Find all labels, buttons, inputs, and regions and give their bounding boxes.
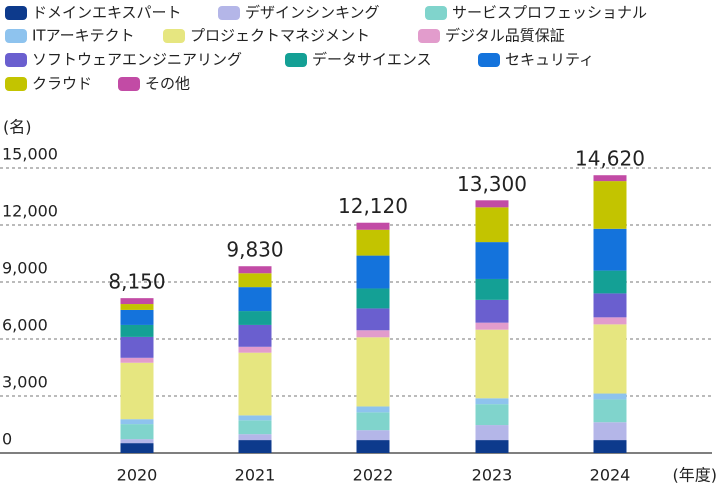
legend-swatch	[118, 77, 140, 91]
x-tick-label: 2024	[590, 466, 631, 485]
legend-label: プロジェクトマネジメント	[190, 27, 370, 45]
bar-segment	[120, 357, 154, 363]
legend-swatch	[425, 6, 447, 20]
bar-segment	[475, 207, 509, 243]
legend-swatch	[5, 77, 27, 91]
y-tick-label: 6,000	[2, 316, 48, 335]
legend-label: デザインシンキング	[245, 4, 380, 22]
bar-segment	[475, 440, 509, 453]
bar-segment	[593, 393, 627, 400]
bar-segment	[593, 324, 627, 394]
bar-segment	[120, 336, 154, 358]
legend-swatch	[285, 53, 307, 67]
legend-label: ソフトウェアエンジニアリング	[32, 51, 242, 69]
bar-segment	[593, 317, 627, 325]
legend-swatch	[418, 29, 440, 43]
bar-segment	[593, 422, 627, 441]
bar-segment	[238, 273, 272, 288]
bar-segment	[356, 255, 390, 289]
total-label: 13,300	[457, 172, 527, 196]
total-label: 12,120	[338, 194, 408, 218]
y-tick-label: 12,000	[2, 202, 58, 221]
bar-segment	[238, 420, 272, 435]
bar-segment	[593, 440, 627, 453]
bar-segment	[356, 440, 390, 453]
bar-segment	[593, 175, 627, 182]
legend-swatch	[5, 53, 27, 67]
bar-segment	[120, 419, 154, 425]
bar-segment	[356, 288, 390, 309]
bar-segment	[120, 362, 154, 420]
bar-segment	[475, 299, 509, 323]
x-tick-label: 2023	[472, 466, 513, 485]
bar-segment	[475, 278, 509, 300]
legend-swatch	[478, 53, 500, 67]
y-tick-label: 9,000	[2, 259, 48, 278]
bar-segment	[356, 337, 390, 407]
x-axis-label: (年度)	[673, 466, 718, 485]
bar-segment	[238, 311, 272, 325]
bar-segment	[238, 434, 272, 441]
legend-swatch	[163, 29, 185, 43]
bar-segment	[356, 406, 390, 413]
bar-segment	[475, 200, 509, 208]
legend-label: セキュリティ	[505, 51, 594, 69]
bar-segment	[356, 229, 390, 256]
bar-segment	[120, 304, 154, 310]
bar-segment	[238, 346, 272, 353]
legend-label: データサイエンス	[312, 51, 432, 69]
bar-segment	[120, 309, 154, 325]
bar-segment	[475, 322, 509, 330]
bar-segment	[120, 439, 154, 444]
legend-swatch	[5, 29, 27, 43]
legend-label: デジタル品質保証	[445, 27, 565, 45]
bar-segment	[356, 430, 390, 441]
bar-segment	[238, 352, 272, 416]
bar-segment	[593, 228, 627, 271]
bar-segment	[593, 270, 627, 294]
bar-segment	[238, 266, 272, 274]
bar-segment	[593, 181, 627, 229]
bar-segment	[238, 415, 272, 421]
bar-segment	[120, 324, 154, 337]
legend-swatch	[5, 6, 27, 20]
total-label: 14,620	[575, 147, 645, 171]
y-tick-label: 15,000	[2, 145, 58, 164]
bar-segment	[120, 443, 154, 453]
y-axis-label: (名)	[3, 118, 32, 137]
x-tick-label: 2020	[117, 466, 158, 485]
bar-segment	[238, 440, 272, 453]
bar-segment	[238, 287, 272, 312]
bar-segment	[593, 399, 627, 423]
bar-segment	[475, 329, 509, 399]
bar-segment	[356, 308, 390, 331]
legend-label: その他	[145, 75, 190, 93]
y-tick-label: 3,000	[2, 373, 48, 392]
total-label: 8,150	[108, 270, 165, 294]
bar-segment	[475, 404, 509, 426]
bar-segment	[356, 330, 390, 338]
bar-segment	[356, 412, 390, 431]
bar-segment	[356, 222, 390, 230]
legend-label: サービスプロフェッショナル	[452, 4, 647, 22]
bar-segment	[475, 398, 509, 405]
total-label: 9,830	[226, 238, 283, 262]
legend-swatch	[218, 6, 240, 20]
bar-segment	[593, 293, 627, 318]
x-tick-label: 2021	[235, 466, 276, 485]
legend-label: ドメインエキスパート	[32, 4, 182, 22]
x-tick-label: 2022	[353, 466, 394, 485]
bar-segment	[475, 242, 509, 279]
y-tick-label: 0	[2, 430, 12, 449]
bar-segment	[475, 425, 509, 441]
bar-segment	[238, 324, 272, 347]
bar-segment	[120, 298, 154, 305]
legend-label: クラウド	[32, 75, 92, 93]
legend-label: ITアーキテクト	[32, 27, 135, 45]
bar-segment	[120, 424, 154, 440]
